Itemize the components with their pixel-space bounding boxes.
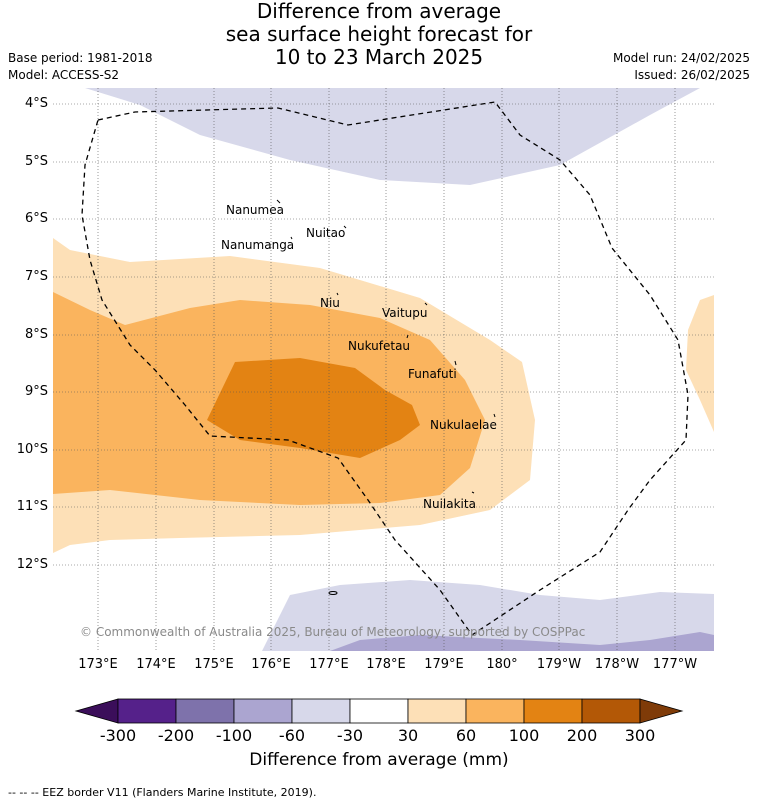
contour-pos-30-east	[686, 295, 714, 432]
place-nanumanga: Nanumanga	[221, 238, 295, 252]
lon-tick-177e: 177°E	[309, 657, 349, 672]
colorbar-segment-6	[465, 698, 525, 724]
colorbar-label-m100: -100	[215, 726, 253, 745]
place-nukulaelae: Nukulaelae	[430, 418, 497, 432]
colorbar-segment-2	[233, 698, 293, 724]
lat-tick-12s: 12°S	[16, 557, 48, 572]
lon-tick-179w: 179°W	[536, 657, 582, 672]
lat-tick-11s: 11°S	[16, 499, 48, 514]
copyright-notice: © Commonwealth of Australia 2025, Bureau…	[80, 625, 586, 639]
lat-tick-9s: 9°S	[24, 384, 48, 399]
lon-tick-174e: 174°E	[136, 657, 176, 672]
lat-tick-5s: 5°S	[24, 154, 48, 169]
lon-tick-180: 180°	[486, 657, 518, 672]
colorbar	[74, 698, 684, 724]
model-name: Model: ACCESS-S2	[8, 68, 120, 82]
colorbar-min-arrow	[74, 698, 119, 724]
lon-tick-175e: 175°E	[194, 657, 234, 672]
colorbar-label-m60: -60	[278, 726, 306, 745]
title-line-3: 10 to 23 March 2025	[274, 45, 484, 69]
place-vaitupu: Vaitupu	[382, 306, 428, 320]
lat-tick-4s: 4°S	[24, 96, 48, 111]
colorbar-label-m300: -300	[99, 726, 137, 745]
map-area	[53, 88, 714, 651]
colorbar-segment-8	[581, 698, 641, 724]
colorbar-label-60: 60	[455, 726, 477, 745]
place-niu: Niu	[320, 296, 340, 310]
colorbar-segment-7	[523, 698, 583, 724]
place-funafuti: Funafuti	[408, 367, 457, 381]
lon-tick-178w: 178°W	[594, 657, 640, 672]
place-nuitao: Nuitao	[306, 226, 346, 240]
lon-tick-179e: 179°E	[424, 657, 464, 672]
base-period: Base period: 1981-2018	[8, 51, 153, 65]
place-nanumea: Nanumea	[226, 203, 284, 217]
lat-tick-10s: 10°S	[16, 442, 48, 457]
colorbar-label-300: 300	[624, 726, 656, 745]
colorbar-segment-5	[407, 698, 467, 724]
eez-legend-note: -- -- -- EEZ border V11 (Flanders Marine…	[8, 786, 317, 799]
contour-pos-100	[207, 358, 420, 458]
lat-tick-7s: 7°S	[24, 269, 48, 284]
meta-right: Model run: 24/02/2025 Issued: 26/02/2025	[613, 50, 750, 84]
colorbar-segment-1	[175, 698, 235, 724]
graticule	[53, 88, 714, 651]
colorbar-segment-4	[349, 698, 409, 724]
colorbar-segment-0	[117, 698, 177, 724]
place-nuilakita: Nuilakita	[423, 497, 476, 511]
lon-tick-178e: 178°E	[366, 657, 406, 672]
contour-neg-bottom	[262, 580, 714, 651]
colorbar-max-arrow	[639, 698, 684, 724]
island-markers	[276, 199, 496, 595]
lon-tick-177w: 177°W	[652, 657, 698, 672]
title-line-1: Difference from average	[256, 0, 502, 23]
title-line-2: sea surface height forecast for	[225, 22, 533, 46]
eez-border	[81, 101, 689, 636]
place-nukufetau: Nukufetau	[348, 339, 411, 353]
colorbar-label-200: 200	[566, 726, 598, 745]
lat-tick-6s: 6°S	[24, 211, 48, 226]
colorbar-label-m30: -30	[336, 726, 364, 745]
meta-left: Base period: 1981-2018 Model: ACCESS-S2	[8, 50, 153, 84]
colorbar-title: Difference from average (mm)	[249, 750, 509, 770]
colorbar-segment-3	[291, 698, 351, 724]
lat-tick-8s: 8°S	[24, 327, 48, 342]
colorbar-label-m200: -200	[157, 726, 195, 745]
colorbar-label-100: 100	[508, 726, 540, 745]
contour-neg-top	[85, 88, 700, 185]
contour-neg-bottom-mid	[330, 632, 714, 651]
lon-tick-176e: 176°E	[251, 657, 291, 672]
colorbar-label-30: 30	[397, 726, 419, 745]
lon-tick-173e: 173°E	[78, 657, 118, 672]
issued-date: Issued: 26/02/2025	[634, 68, 750, 82]
map-title: Difference from average sea surface heig…	[0, 0, 758, 69]
model-run: Model run: 24/02/2025	[612, 51, 750, 65]
